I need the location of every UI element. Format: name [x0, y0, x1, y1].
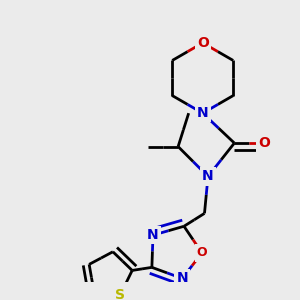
Text: N: N — [147, 228, 159, 242]
Text: N: N — [176, 272, 188, 285]
Text: N: N — [202, 169, 214, 184]
Text: N: N — [197, 106, 208, 120]
Text: O: O — [197, 247, 207, 260]
Text: O: O — [197, 36, 209, 50]
Text: S: S — [116, 288, 125, 300]
Text: O: O — [258, 136, 270, 150]
